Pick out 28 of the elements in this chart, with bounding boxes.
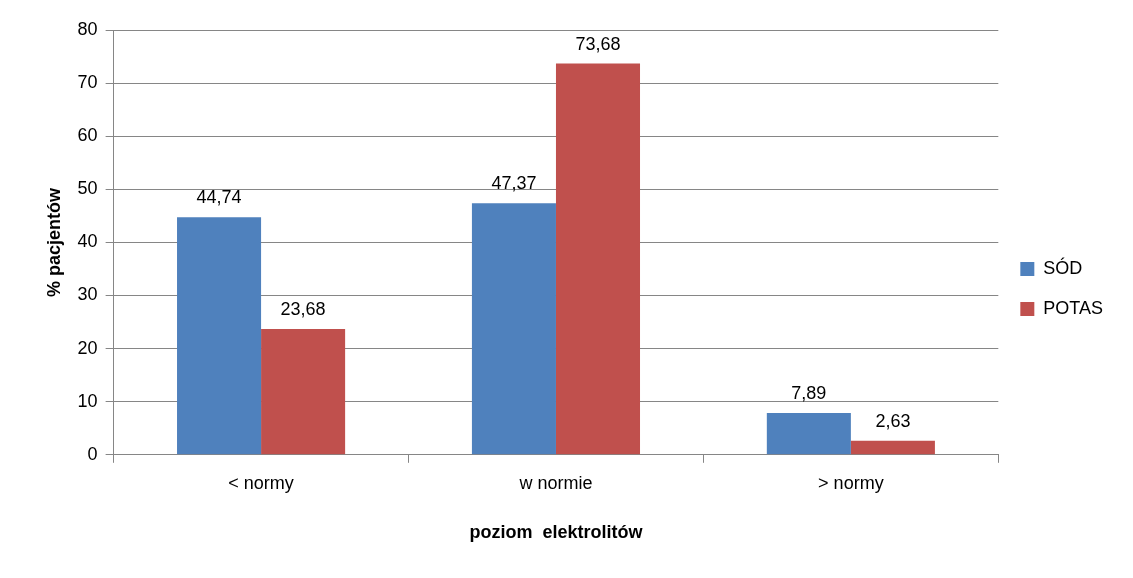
y-tick-label: 60 — [77, 125, 98, 146]
bar — [471, 203, 556, 455]
y-tick-label: 20 — [77, 337, 98, 358]
bar — [177, 217, 262, 455]
legend-label: POTAS — [1043, 297, 1104, 318]
y-tick-label: 30 — [77, 284, 98, 305]
bar — [261, 329, 346, 455]
bar — [766, 412, 851, 455]
x-tick-label: w normie — [518, 472, 593, 493]
y-tick-label: 0 — [87, 443, 98, 464]
data-label: 73,68 — [575, 33, 621, 54]
data-label: 47,37 — [491, 173, 537, 194]
y-axis-title: % pacjentów — [43, 186, 64, 297]
data-label: 23,68 — [280, 299, 326, 320]
y-tick-label: 10 — [77, 390, 98, 411]
legend-label: SÓD — [1043, 256, 1083, 278]
x-tick-label: < normy — [228, 472, 294, 493]
bar — [850, 440, 935, 455]
y-tick-label: 80 — [77, 18, 98, 39]
y-tick-label: 70 — [77, 72, 98, 93]
data-label: 2,63 — [875, 410, 911, 431]
bar — [555, 63, 641, 455]
y-tick-label: 40 — [77, 231, 98, 252]
data-label: 7,89 — [791, 382, 827, 403]
y-tick-label: 50 — [77, 178, 98, 199]
data-label: 44,74 — [196, 187, 242, 208]
x-axis-title: poziom elektrolitów — [469, 522, 644, 543]
x-tick-label: > normy — [818, 472, 884, 493]
